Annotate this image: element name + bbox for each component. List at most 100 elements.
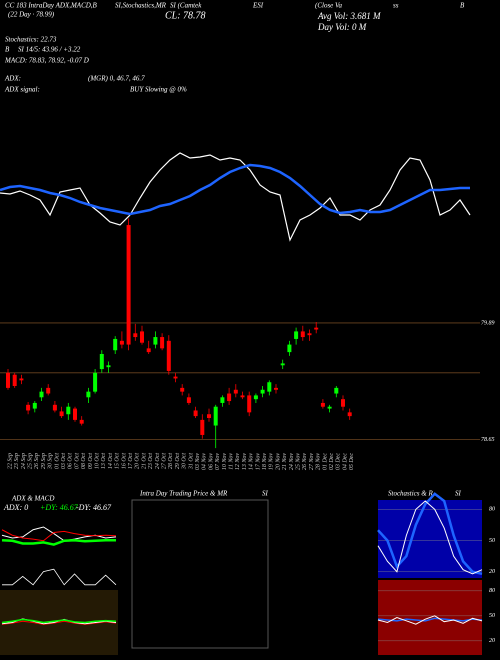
- x-tick-label: 10 Oct: [94, 453, 100, 469]
- x-tick-label: 21 Oct: [141, 453, 147, 469]
- header-text: ss: [393, 2, 399, 10]
- header-text: SI 14/5: 43.96 / +3.22: [18, 46, 81, 54]
- header-text: ESI: [252, 2, 264, 10]
- x-tick-label: 25 Nov: [295, 453, 301, 471]
- candle-body: [46, 387, 51, 394]
- panel-title: SI: [455, 490, 462, 498]
- candle-body: [180, 387, 185, 392]
- header-text: CL: 78.78: [165, 10, 206, 21]
- candle-body: [274, 387, 278, 390]
- y-tick-label: 79.89: [481, 320, 495, 326]
- y-tick-label: 20: [489, 569, 495, 575]
- x-tick-label: 13 Oct: [101, 453, 107, 469]
- series-line: [2, 568, 117, 586]
- x-tick-label: 03 Dec: [336, 453, 342, 470]
- candle-body: [280, 363, 285, 366]
- header-text: SI (Camtek: [170, 2, 202, 10]
- x-tick-label: 03 Nov: [195, 453, 201, 471]
- candle-body: [186, 397, 191, 403]
- x-tick-label: 27 Nov: [309, 453, 315, 471]
- candle-body: [213, 406, 218, 426]
- candle-body: [119, 340, 124, 345]
- y-tick-label: 80: [489, 507, 495, 513]
- candle-body: [66, 406, 71, 415]
- candle-body: [59, 411, 64, 417]
- header-text: (MGR) 0, 46.7, 46.7: [88, 75, 145, 83]
- candle-body: [173, 376, 178, 379]
- x-tick-label: 27 Oct: [161, 453, 167, 469]
- candle-body: [99, 354, 104, 370]
- x-tick-label: 23 Sep: [14, 453, 20, 469]
- y-tick-label: 78.65: [481, 437, 495, 443]
- candle-body: [6, 372, 10, 388]
- x-tick-label: 18 Nov: [262, 453, 268, 471]
- candle-body: [253, 395, 258, 400]
- candle-body: [12, 374, 17, 386]
- header-text: B: [460, 2, 465, 10]
- candle-body: [93, 372, 98, 392]
- x-tick-label: 14 Nov: [248, 453, 255, 471]
- x-tick-label: 20 Oct: [135, 453, 141, 469]
- x-tick-label: 13 Nov: [242, 453, 248, 471]
- intraday-panel: [131, 499, 269, 649]
- x-tick-label: 31 Oct: [188, 453, 194, 470]
- series-line: [1, 618, 117, 624]
- candle-body: [140, 331, 144, 343]
- header-text: (Close Va: [315, 2, 343, 10]
- header-text: (22 Day · 78.99): [8, 11, 55, 19]
- x-tick-label: 04 Nov: [201, 453, 208, 471]
- candle-body: [153, 337, 158, 345]
- candle-body: [166, 340, 171, 371]
- x-tick-label: 04 Dec: [341, 453, 348, 470]
- candle-body: [267, 382, 272, 392]
- x-tick-label: 28 Nov: [316, 453, 322, 471]
- x-tick-label: 22 Sep: [7, 453, 13, 469]
- header-text: CC 183 IntraDay ADX,MACD,B: [5, 2, 98, 10]
- candle-body: [294, 331, 299, 339]
- x-tick-label: 26 Nov: [302, 453, 308, 471]
- candle-body: [240, 395, 245, 398]
- x-tick-label: 24 Oct: [154, 453, 161, 469]
- y-tick-label: 20: [489, 638, 495, 644]
- series-line: [377, 615, 483, 625]
- series-line: [377, 617, 483, 622]
- x-tick-label: 16 Oct: [121, 453, 127, 469]
- y-tick-label: 80: [489, 588, 495, 594]
- x-tick-label: 29 Oct: [175, 453, 181, 469]
- series-line: [1, 620, 117, 625]
- x-tick-label: 15 Oct: [115, 453, 121, 469]
- candle-body: [133, 333, 138, 338]
- x-tick-label: 30 Sep: [48, 453, 54, 470]
- x-tick-label: 01 Oct: [54, 453, 60, 469]
- x-tick-label: 17 Nov: [255, 453, 261, 471]
- series-line: [377, 500, 483, 575]
- candle-body: [247, 395, 252, 413]
- candle-body: [220, 397, 225, 403]
- candle-body: [233, 389, 238, 394]
- x-tick-label: 12 Nov: [235, 453, 241, 471]
- x-tick-label: 11 Nov: [228, 453, 234, 470]
- x-tick-label: 06 Oct: [68, 453, 74, 469]
- candle-body: [347, 412, 352, 417]
- x-tick-label: 28 Oct: [168, 453, 174, 469]
- candle-body: [207, 414, 211, 418]
- candle-body: [32, 402, 37, 409]
- candle-body: [52, 404, 57, 411]
- candle-body: [86, 391, 91, 398]
- series-line: [0, 152, 471, 242]
- series-line: [1, 529, 117, 542]
- header-text: ADX:: [4, 75, 21, 83]
- x-tick-label: 25 Sep: [27, 453, 33, 469]
- panel-title: ADX & MACD: [11, 495, 54, 503]
- x-tick-label: 24 Sep: [20, 453, 27, 469]
- candle-body: [73, 408, 77, 420]
- candle-body: [160, 337, 165, 349]
- x-tick-label: 07 Oct: [74, 453, 80, 469]
- header-text: ADX signal:: [4, 86, 40, 94]
- candle-body: [287, 344, 292, 353]
- header-text: BUY Slowing @ 0%: [130, 86, 187, 94]
- annotation: ADX: 0: [3, 503, 28, 512]
- x-tick-label: 09 Oct: [88, 453, 94, 469]
